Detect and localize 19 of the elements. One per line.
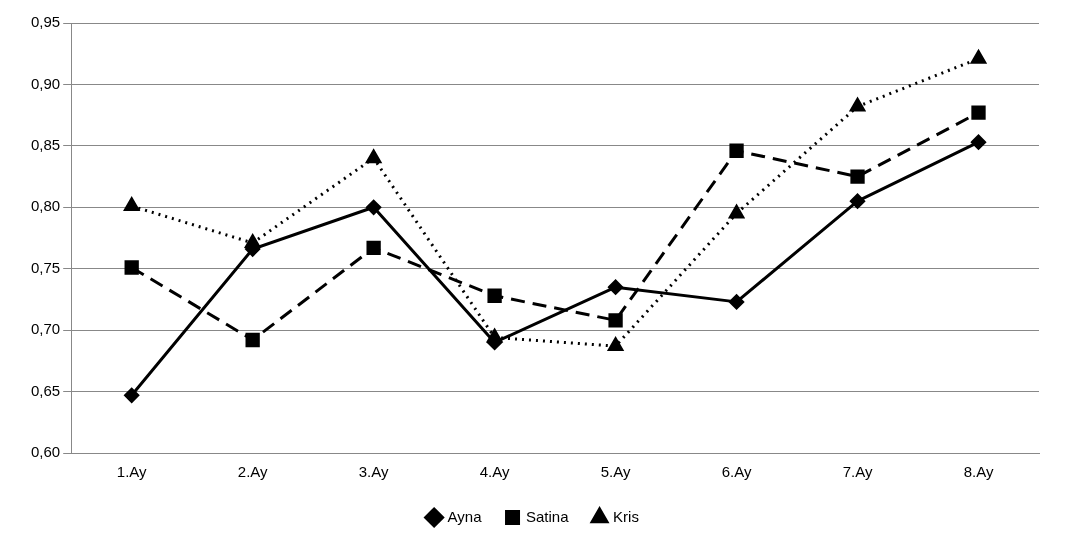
x-tick-label: 2.Ay	[237, 463, 269, 481]
x-tick-label: 7.Ay	[842, 463, 873, 481]
y-tick-label: 0,75	[30, 258, 61, 276]
x-tick-label: 8.Ay	[963, 463, 994, 481]
y-tick-label: 0,95	[30, 13, 61, 31]
x-tick-label: 6.Ay	[721, 463, 752, 481]
y-tick-label: 0,65	[30, 381, 61, 399]
y-tick-label: 0,90	[30, 74, 61, 92]
x-tick-label: 3.Ay	[358, 463, 389, 481]
legend-label: Kris	[613, 507, 639, 525]
x-tick-label: 5.Ay	[600, 463, 631, 481]
y-tick-label: 0,60	[30, 443, 61, 461]
y-tick-label: 0,80	[30, 197, 61, 215]
legend-label: Ayna	[447, 507, 483, 525]
x-tick-label: 1.Ay	[116, 463, 148, 481]
legend-label: Satina	[526, 507, 570, 525]
x-tick-label: 4.Ay	[479, 463, 510, 481]
y-tick-label: 0,70	[30, 320, 61, 338]
y-tick-label: 0,85	[30, 136, 61, 153]
